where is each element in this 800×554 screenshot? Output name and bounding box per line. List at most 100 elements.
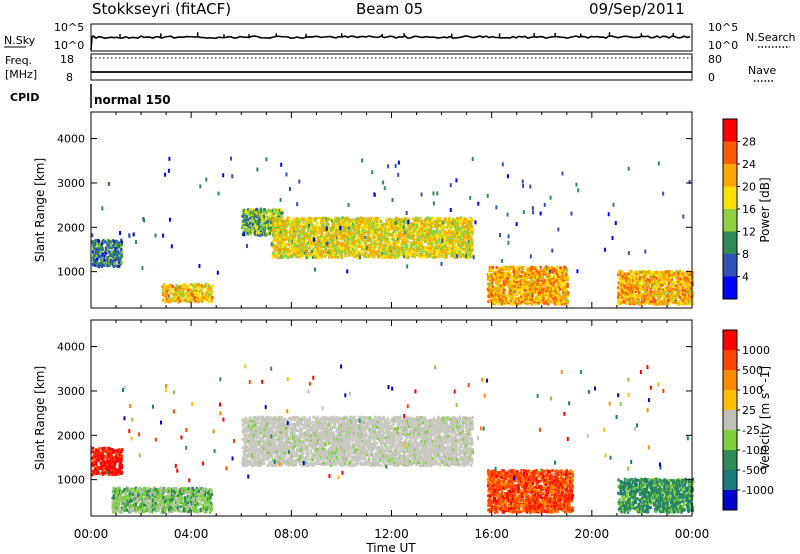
- data-cell: [281, 211, 284, 215]
- data-cell: [503, 283, 506, 287]
- data-cell: [506, 285, 510, 289]
- data-cell: [188, 300, 192, 304]
- data-cell: [544, 301, 547, 305]
- data-cell: [434, 223, 438, 227]
- data-cell: [518, 269, 521, 273]
- data-cell: [353, 242, 356, 246]
- data-cell: [492, 290, 496, 294]
- data-cell: [463, 227, 466, 231]
- scatter-cell: [382, 180, 385, 185]
- data-cell: [376, 249, 380, 253]
- data-cell: [277, 245, 280, 249]
- data-cell: [191, 289, 194, 293]
- data-cell: [555, 296, 558, 300]
- data-cell: [326, 238, 329, 242]
- data-cell: [501, 273, 505, 277]
- data-cell: [539, 271, 543, 275]
- data-cell: [416, 242, 420, 246]
- data-cell: [108, 250, 111, 254]
- data-cell: [437, 245, 440, 249]
- data-cell: [120, 242, 124, 246]
- data-cell: [282, 234, 286, 238]
- data-cell: [530, 298, 533, 302]
- data-cell: [566, 291, 570, 295]
- data-cell: [104, 256, 108, 260]
- data-cell: [449, 225, 453, 229]
- data-cell: [401, 219, 404, 223]
- data-cell: [454, 226, 458, 230]
- data-cell: [393, 229, 396, 233]
- data-cell: [651, 281, 654, 285]
- scatter-cell: [477, 201, 480, 206]
- data-cell: [208, 292, 212, 296]
- data-cell: [412, 252, 415, 256]
- data-cell: [471, 240, 474, 244]
- data-cell: [332, 235, 335, 239]
- noise-right-tick-low: 10^0: [708, 39, 738, 52]
- data-cell: [246, 211, 249, 215]
- data-cell: [95, 460, 98, 464]
- data-cell: [404, 247, 408, 251]
- data-cell: [546, 266, 550, 270]
- data-cell: [280, 222, 283, 226]
- data-cell: [283, 219, 286, 223]
- data-cell: [516, 271, 520, 275]
- data-cell: [666, 297, 669, 301]
- data-cell: [398, 250, 402, 254]
- data-cell: [545, 289, 549, 293]
- data-cell: [511, 284, 514, 288]
- data-cell: [268, 209, 272, 213]
- data-cell: [458, 232, 462, 236]
- data-cell: [424, 218, 428, 222]
- data-cell: [319, 239, 323, 243]
- data-cell: [271, 212, 274, 216]
- data-cell: [103, 446, 106, 450]
- data-cell: [253, 222, 257, 226]
- data-cell: [373, 240, 377, 244]
- data-cell: [649, 290, 653, 294]
- data-cell: [336, 234, 340, 238]
- data-cell: [453, 241, 457, 245]
- data-cell: [397, 253, 400, 257]
- data-cell: [327, 248, 331, 252]
- data-cell: [170, 298, 173, 302]
- data-cell: [390, 245, 394, 249]
- data-cell: [651, 300, 654, 304]
- data-cell: [395, 246, 398, 250]
- data-cell: [543, 283, 546, 287]
- data-cell: [358, 236, 361, 240]
- data-cell: [449, 223, 452, 227]
- data-cell: [284, 226, 287, 230]
- data-cell: [324, 246, 328, 250]
- data-cell: [618, 284, 622, 288]
- data-cell: [353, 253, 356, 257]
- data-cell: [174, 297, 177, 301]
- data-cell: [367, 243, 371, 247]
- data-cell: [682, 276, 686, 280]
- data-cell: [256, 210, 259, 214]
- data-cell: [430, 243, 434, 247]
- data-cell: [660, 291, 663, 295]
- data-cell: [349, 246, 353, 250]
- data-cell: [243, 208, 246, 212]
- scatter-cell: [682, 214, 685, 219]
- data-cell: [517, 278, 520, 282]
- data-cell: [540, 286, 543, 290]
- data-cell: [540, 294, 544, 298]
- data-cell: [547, 274, 551, 278]
- data-cell: [494, 269, 498, 273]
- data-cell: [437, 248, 441, 252]
- colorbar-swatch: [723, 231, 737, 254]
- data-cell: [367, 231, 371, 235]
- data-cell: [514, 266, 517, 270]
- data-cell: [428, 251, 431, 255]
- data-cell: [332, 231, 335, 235]
- data-cell: [528, 300, 531, 304]
- scatter-cell: [507, 240, 510, 245]
- data-cell: [245, 218, 248, 222]
- data-cell: [340, 247, 343, 251]
- data-cell: [364, 236, 367, 240]
- data-cell: [307, 219, 311, 223]
- data-cell: [331, 227, 335, 231]
- data-cell: [399, 242, 403, 246]
